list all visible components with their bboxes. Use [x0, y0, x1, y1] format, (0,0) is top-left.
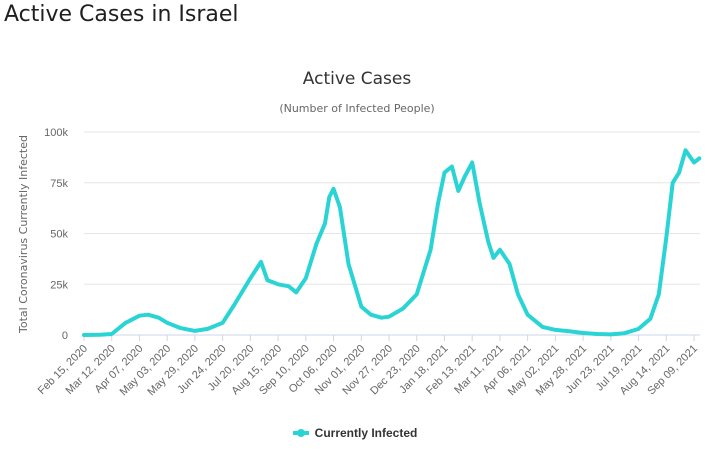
legend-label: Currently Infected: [314, 426, 418, 440]
data-point[interactable]: [249, 277, 251, 279]
data-point[interactable]: [508, 263, 511, 265]
y-tick-label: 25k: [50, 279, 68, 291]
data-point[interactable]: [596, 333, 598, 335]
data-point[interactable]: [295, 291, 297, 293]
data-point[interactable]: [665, 237, 667, 239]
y-axis-label: Total Coronavirus Currently Infected: [17, 135, 30, 334]
data-point[interactable]: [260, 261, 262, 263]
data-point[interactable]: [332, 188, 335, 190]
data-point[interactable]: [649, 318, 651, 320]
data-point[interactable]: [684, 149, 687, 151]
data-point[interactable]: [658, 293, 660, 295]
data-point[interactable]: [339, 206, 341, 208]
data-point[interactable]: [430, 249, 432, 251]
data-point[interactable]: [305, 277, 307, 279]
series-layer: [82, 148, 702, 337]
data-point[interactable]: [138, 315, 141, 317]
series-line-currently-infected[interactable]: [82, 148, 702, 337]
data-point[interactable]: [451, 165, 453, 168]
data-point[interactable]: [277, 283, 279, 285]
data-point[interactable]: [328, 196, 330, 198]
data-point[interactable]: [471, 161, 473, 164]
data-point[interactable]: [194, 330, 196, 332]
data-point[interactable]: [517, 293, 519, 295]
data-point[interactable]: [698, 157, 700, 159]
active-cases-chart: Active Cases (Number of Infected People)…: [17, 69, 702, 398]
legend-item-currently-infected[interactable]: Currently Infected: [292, 426, 418, 440]
data-point[interactable]: [388, 316, 390, 318]
data-point[interactable]: [637, 328, 640, 330]
data-point[interactable]: [443, 172, 446, 174]
chart-subtitle: (Number of Infected People): [279, 102, 434, 115]
page-title: Active Cases in Israel: [4, 2, 239, 27]
data-point[interactable]: [179, 327, 181, 329]
data-point[interactable]: [111, 333, 113, 335]
y-tick-label: 50k: [50, 229, 68, 241]
data-point[interactable]: [457, 190, 459, 192]
data-point[interactable]: [693, 161, 695, 164]
data-point[interactable]: [542, 326, 544, 328]
data-point[interactable]: [492, 257, 495, 259]
y-tick-label: 75k: [50, 178, 68, 190]
data-point[interactable]: [315, 243, 318, 245]
data-point[interactable]: [207, 328, 209, 330]
data-point[interactable]: [479, 202, 481, 204]
data-point[interactable]: [233, 304, 235, 306]
data-point[interactable]: [222, 322, 224, 324]
grid-lines: [84, 131, 700, 336]
data-point[interactable]: [568, 330, 570, 332]
data-point[interactable]: [99, 334, 101, 336]
data-point[interactable]: [266, 279, 268, 281]
data-point[interactable]: [416, 293, 418, 295]
data-point[interactable]: [147, 314, 149, 316]
data-point[interactable]: [464, 176, 466, 178]
data-point[interactable]: [158, 317, 160, 319]
data-point[interactable]: [499, 249, 501, 251]
legend: Currently Infected: [0, 424, 710, 440]
chart-title: Active Cases: [303, 69, 412, 89]
y-tick-label: 0: [62, 330, 68, 342]
data-point[interactable]: [360, 306, 362, 308]
data-point[interactable]: [554, 329, 557, 331]
data-point[interactable]: [487, 241, 489, 243]
data-point[interactable]: [166, 322, 168, 324]
legend-line-marker-icon: [292, 429, 309, 437]
data-point[interactable]: [272, 281, 274, 283]
data-point[interactable]: [288, 285, 290, 287]
data-point[interactable]: [610, 333, 612, 335]
data-point[interactable]: [83, 334, 85, 336]
data-point[interactable]: [370, 314, 372, 316]
data-point[interactable]: [402, 308, 404, 310]
data-point[interactable]: [380, 317, 383, 319]
y-tick-label: 100k: [44, 127, 68, 139]
data-point[interactable]: [672, 182, 674, 184]
data-point[interactable]: [437, 202, 439, 204]
data-point[interactable]: [347, 263, 350, 265]
data-point[interactable]: [582, 332, 584, 334]
y-axis-ticks: 0 25k 50k 75k 100k: [44, 127, 68, 342]
data-point[interactable]: [324, 222, 326, 224]
data-point[interactable]: [623, 332, 625, 334]
data-point[interactable]: [527, 314, 529, 316]
x-tick-label: Sep 09, 2021: [645, 343, 700, 398]
data-point[interactable]: [678, 172, 680, 174]
data-point[interactable]: [125, 322, 127, 324]
